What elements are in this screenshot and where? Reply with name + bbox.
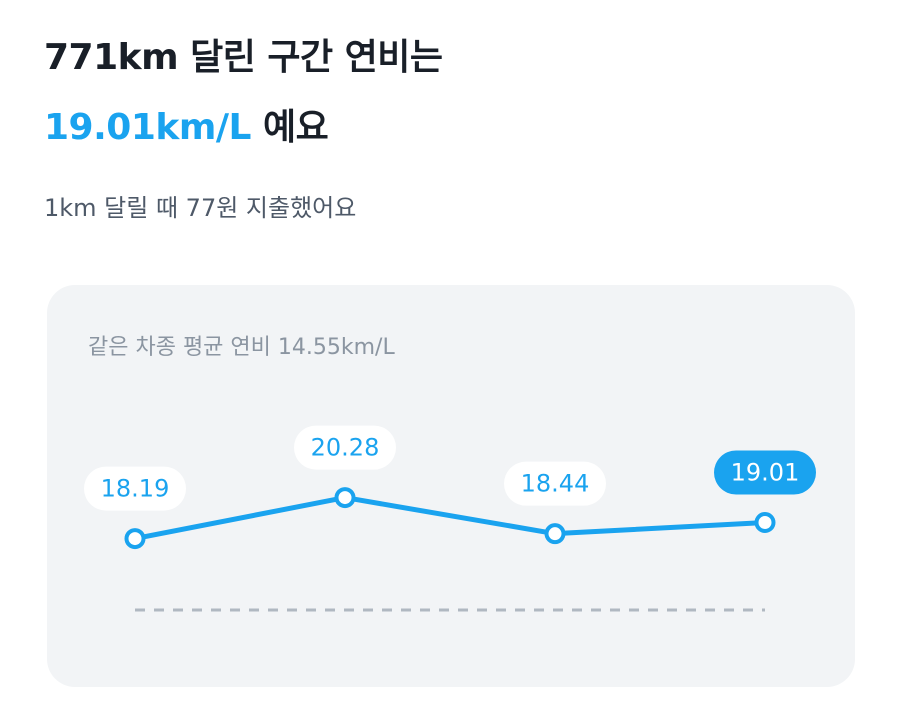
reference-text: 같은 차종 평균 연비 14.55km/L [88,335,395,360]
data-point [334,487,356,509]
value-label: 18.19 [101,475,170,503]
value-label-bg [84,466,186,511]
value-label: 18.44 [521,470,590,498]
value-label-bg [294,425,396,470]
value-label-bg [714,450,816,495]
value-label: 19.01 [731,458,800,486]
reference-unit: km/L [341,335,396,360]
reference-label: 같은 차종 평균 연비 [88,335,271,360]
value-label-bg [504,461,606,506]
data-point [754,511,776,533]
title-value: 19.01km/L [44,107,251,148]
title-suffix: 예요 [262,107,329,148]
data-point [544,523,566,545]
data-line [134,495,766,542]
data-point [124,528,146,550]
title: 771km 달린 구간 연비는 [44,37,443,78]
subtitle: 1km 달릴 때 77원 지출했어요 [44,194,357,222]
title-value-line: 19.01km/L 예요 [44,98,329,150]
value-label: 20.28 [311,434,380,462]
reference-value: 14.55 [278,335,341,360]
